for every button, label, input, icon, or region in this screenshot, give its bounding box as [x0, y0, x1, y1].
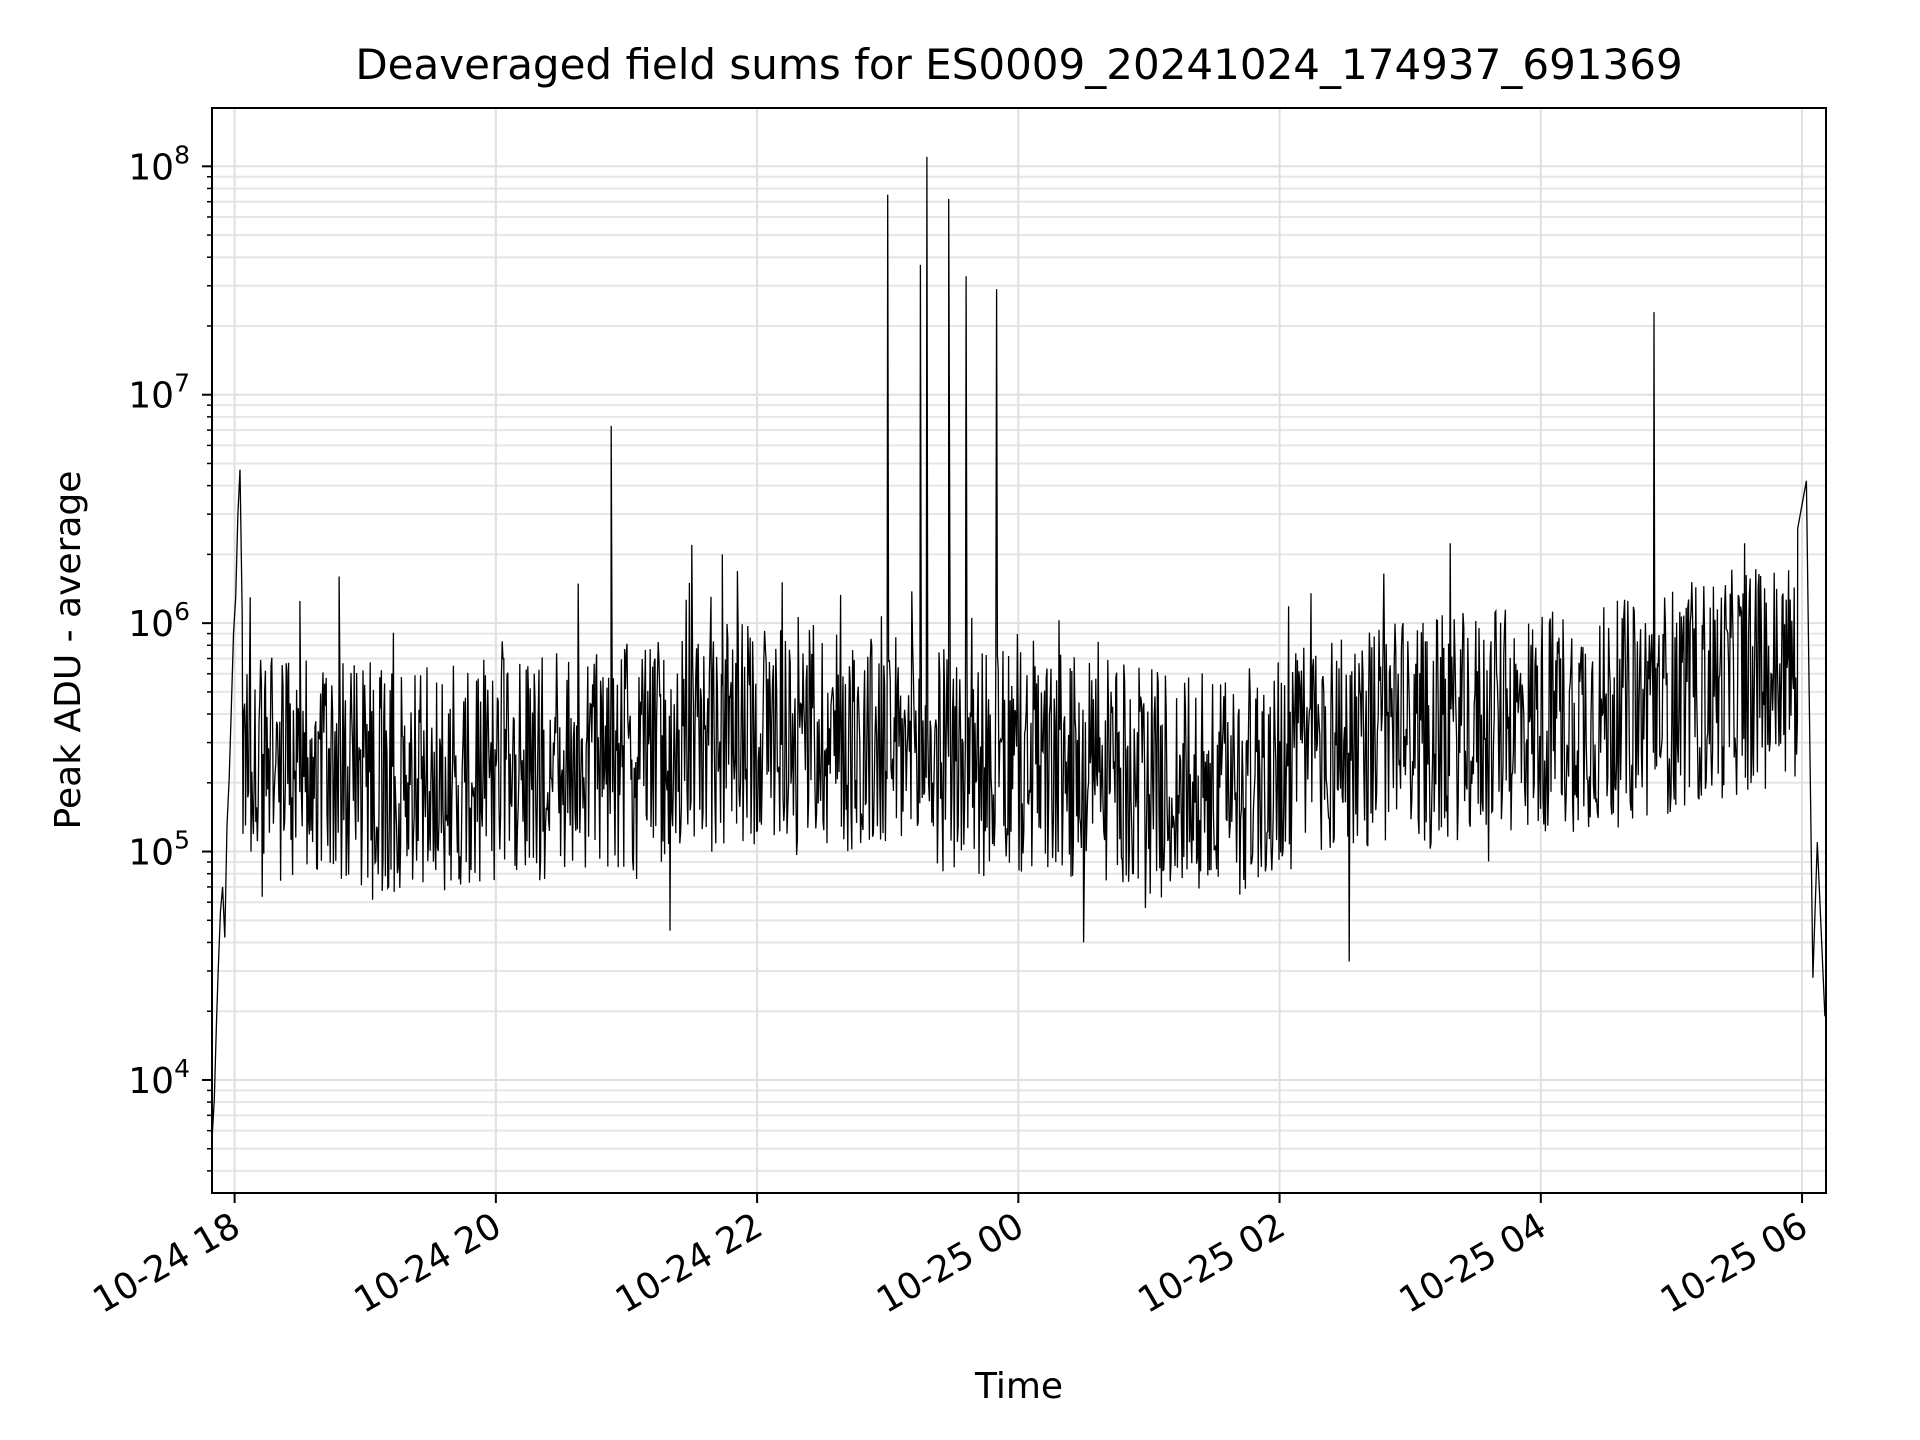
series-line	[211, 156, 1826, 1140]
y-tick-label-exponent: 8	[174, 140, 190, 169]
x-axis-label: Time	[974, 1366, 1063, 1407]
y-tick-label: 104	[128, 1054, 190, 1102]
y-tick-label: 105	[128, 826, 190, 874]
y-tick-label: 108	[128, 140, 190, 188]
y-tick-label-base: 10	[128, 1061, 174, 1102]
y-tick-label-base: 10	[128, 833, 174, 874]
y-tick-label-base: 10	[128, 376, 174, 417]
y-tick-label: 107	[128, 369, 190, 417]
y-tick-label-exponent: 6	[174, 597, 190, 626]
y-axis-label: Peak ADU - average	[48, 471, 89, 830]
y-tick-label-base: 10	[128, 147, 174, 188]
y-tick-label-exponent: 7	[174, 369, 190, 398]
y-tick-label-base: 10	[128, 604, 174, 645]
series-line-layer	[211, 156, 1826, 1140]
chart-title: Deaveraged field sums for ES0009_2024102…	[355, 40, 1682, 89]
y-tick-label-exponent: 5	[174, 826, 190, 855]
y-tick-label: 106	[128, 597, 190, 645]
y-tick-label-exponent: 4	[174, 1054, 190, 1083]
